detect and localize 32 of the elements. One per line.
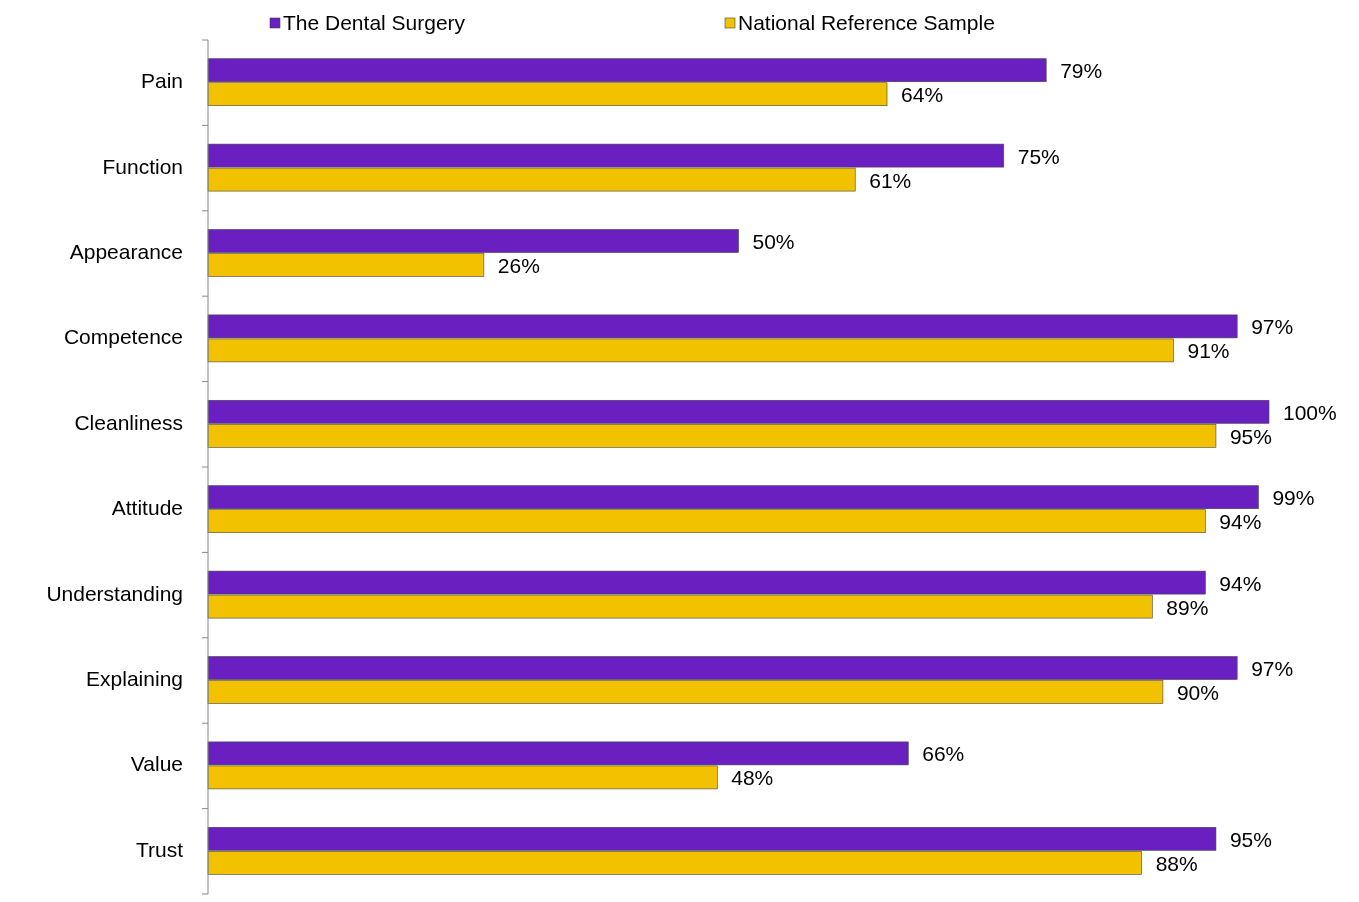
legend-label: National Reference Sample	[738, 10, 995, 34]
y-tick-label: Competence	[63, 325, 183, 349]
data-label: 88%	[1155, 851, 1198, 875]
data-label: 95%	[1229, 827, 1272, 851]
data-label: 94%	[1219, 571, 1262, 595]
data-label: 95%	[1229, 424, 1272, 448]
data-label: 66%	[922, 742, 965, 766]
y-tick-label: Attitude	[111, 496, 183, 520]
data-label: 94%	[1219, 510, 1262, 534]
y-tick-label: Appearance	[69, 240, 183, 264]
data-label: 89%	[1166, 595, 1209, 619]
data-label: 97%	[1251, 657, 1294, 681]
y-tick-label: Value	[130, 752, 183, 776]
y-tick-label: Understanding	[46, 581, 183, 605]
data-label: 90%	[1176, 681, 1219, 705]
y-tick-label: Explaining	[86, 667, 183, 691]
y-tick-label: Trust	[135, 837, 184, 861]
legend-label: The Dental Surgery	[283, 10, 466, 34]
data-label: 97%	[1251, 315, 1294, 339]
data-label: 48%	[731, 766, 774, 790]
data-label: 26%	[497, 254, 540, 278]
y-tick-label: Function	[102, 154, 183, 178]
data-label: 64%	[901, 83, 944, 107]
data-label: 50%	[752, 230, 795, 254]
y-tick-label: Pain	[140, 69, 183, 93]
data-label: 99%	[1272, 486, 1315, 510]
data-label: 75%	[1017, 144, 1060, 168]
y-tick-label: Cleanliness	[74, 410, 183, 434]
data-label: 100%	[1283, 400, 1337, 424]
data-label: 61%	[869, 168, 912, 192]
data-label: 79%	[1060, 59, 1103, 83]
data-label: 91%	[1187, 339, 1230, 363]
